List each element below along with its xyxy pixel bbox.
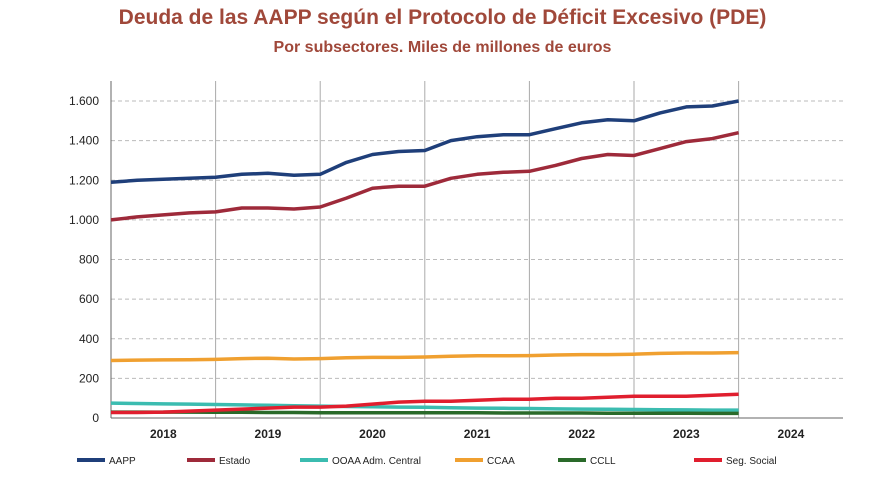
- series-line-ccaa: [110, 350, 739, 363]
- legend-swatch: [694, 458, 722, 462]
- legend-label: CCAA: [487, 456, 515, 467]
- x-tick-label: 2021: [464, 427, 491, 441]
- series-line-aapp: [110, 99, 739, 184]
- y-tick-label: 1.000: [69, 213, 99, 227]
- legend-label: OOAA Adm. Central: [332, 456, 421, 467]
- series-line-ooaa-adm-central: [110, 401, 739, 412]
- x-tick-label: 2024: [778, 427, 805, 441]
- y-tick-label: 1.600: [69, 94, 99, 108]
- y-tick-label: 600: [79, 292, 99, 306]
- x-tick-label: 2019: [255, 427, 282, 441]
- legend-label: CCLL: [590, 456, 616, 467]
- y-tick-label: 400: [79, 332, 99, 346]
- legend-swatch: [558, 458, 586, 462]
- series-line-estado: [110, 130, 739, 222]
- legend-swatch: [77, 458, 105, 462]
- legend-label: AAPP: [109, 456, 136, 467]
- x-tick-label: 2023: [673, 427, 700, 441]
- y-tick-label: 0: [92, 411, 99, 425]
- legend-swatch: [300, 458, 328, 462]
- y-tick-label: 1.400: [69, 134, 99, 148]
- chart-title: Deuda de las AAPP según el Protocolo de …: [118, 6, 767, 29]
- y-tick-label: 200: [79, 371, 99, 385]
- series-line-seg-social: [111, 392, 739, 415]
- series-line-ccll: [111, 410, 739, 416]
- x-tick-label: 2018: [150, 427, 177, 441]
- legend-swatch: [455, 458, 483, 462]
- legend-swatch: [187, 458, 215, 462]
- legend-label: Estado: [219, 456, 251, 467]
- y-tick-label: 1.200: [69, 173, 99, 187]
- x-tick-label: 2022: [568, 427, 595, 441]
- y-tick-label: 800: [79, 253, 99, 267]
- legend-label: Seg. Social: [726, 456, 777, 467]
- x-tick-label: 2020: [359, 427, 386, 441]
- chart-subtitle: Por subsectores. Miles de millones de eu…: [273, 39, 612, 56]
